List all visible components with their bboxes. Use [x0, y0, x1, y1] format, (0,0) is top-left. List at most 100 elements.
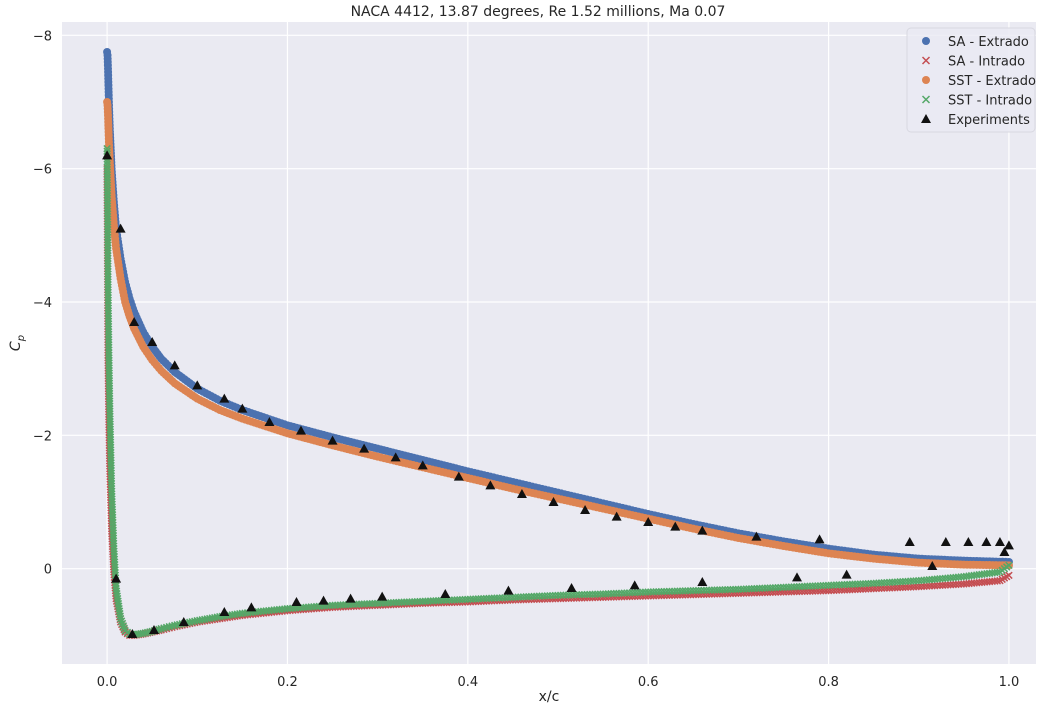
legend-entry-sa-intrado: SA - Intrado	[921, 55, 1025, 70]
sst-intrado-point-stroke	[530, 592, 538, 601]
sa-intrado-point-stroke	[983, 578, 991, 586]
experiment-point	[111, 573, 122, 583]
sst-intrado-point-stroke	[139, 629, 147, 638]
sa-intrado-point-stroke	[907, 583, 915, 591]
sst-intrado-point-stroke	[429, 597, 438, 605]
sst-intrado-point-stroke	[790, 583, 798, 591]
series-layer	[102, 48, 1014, 640]
experiment-point	[291, 597, 302, 606]
sst-intrado-point-stroke	[426, 597, 435, 605]
sst-intrado-point-stroke	[392, 598, 400, 607]
sst-intrado-point-stroke	[633, 588, 642, 597]
sst-intrado-point-stroke	[657, 587, 666, 596]
x-tick-label: 1.0	[999, 675, 1020, 690]
sst-intrado-point-stroke	[384, 599, 392, 607]
sst-intrado-point-stroke	[644, 588, 652, 596]
sst-intrado-point-stroke	[490, 594, 499, 602]
legend-marker	[921, 56, 931, 65]
sst-intrado-point-stroke	[254, 607, 263, 616]
experiment-point	[246, 602, 257, 612]
sst-intrado-point-stroke	[777, 583, 785, 592]
sst-intrado-point-stroke	[861, 579, 870, 588]
sa-intrado-point-stroke	[993, 577, 1002, 585]
sst-intrado-point-stroke	[466, 595, 475, 603]
sst-intrado-point-stroke	[548, 591, 557, 600]
legend-marker-stroke	[921, 95, 931, 104]
sst-intrado-point-stroke	[424, 597, 432, 605]
legend-frame	[906, 27, 1036, 133]
experiment-point	[981, 537, 992, 546]
sst-intrado-point-stroke	[572, 591, 581, 599]
sst-intrado-point-stroke	[602, 590, 610, 598]
sst-intrado-point-stroke	[832, 581, 841, 589]
sst-intrado-point-stroke	[957, 573, 965, 581]
x-tick-label: 0.8	[818, 675, 839, 690]
sst-intrado-point-stroke	[771, 583, 780, 592]
sst-intrado-point-stroke	[233, 610, 242, 618]
sst-intrado-point-stroke	[501, 593, 509, 602]
sst-intrado-point-stroke	[673, 587, 682, 595]
sst-intrado-point-stroke	[281, 605, 289, 613]
sst-intrado-point-stroke	[498, 594, 507, 602]
sst-intrado-point-stroke	[872, 579, 881, 587]
sst-intrado-point-stroke	[464, 595, 472, 604]
sa-intrado-point-stroke	[854, 585, 862, 594]
sst-intrado-point-stroke	[265, 606, 273, 615]
sst-intrado-point-stroke	[533, 592, 541, 601]
sst-intrado-point-stroke	[583, 590, 591, 599]
sst-intrado-point-stroke	[251, 608, 260, 616]
legend-label: SA - Intrado	[948, 55, 1025, 70]
sst-intrado-point-stroke	[779, 583, 788, 592]
sst-intrado-point-stroke	[965, 572, 973, 580]
sst-intrado-point-stroke	[339, 601, 347, 609]
sst-intrado-point-stroke	[360, 600, 369, 608]
sst-intrado-point-stroke	[440, 596, 448, 605]
experiment-point	[927, 561, 938, 570]
experiment-point	[751, 531, 762, 541]
sst-intrado-point-stroke	[448, 596, 456, 604]
sa-intrado-point-stroke	[980, 578, 989, 586]
experiment-point	[148, 625, 159, 634]
sa-intrado-point-stroke	[915, 582, 923, 591]
sst-intrado-point-stroke	[973, 571, 981, 579]
sst-intrado-point-stroke	[946, 574, 955, 582]
sst-intrado-point-stroke	[591, 590, 599, 598]
sst-intrado-point-stroke	[893, 578, 902, 586]
sa-intrado-point-stroke	[917, 582, 926, 591]
sa-intrado-point-stroke	[941, 581, 950, 589]
sst-intrado-point-stroke	[570, 591, 578, 599]
sst-intrado-point-stroke	[681, 587, 690, 595]
sst-intrado-point-stroke	[387, 599, 395, 607]
sa-intrado-point-stroke	[861, 585, 870, 593]
experiment-point	[169, 360, 180, 370]
experiment-point	[237, 403, 248, 413]
experiment-point	[611, 511, 622, 521]
sst-intrado-point-stroke	[668, 587, 676, 596]
sa-intrado-point-stroke	[899, 583, 907, 592]
sst-intrado-point-stroke	[117, 617, 126, 625]
sst-intrado-point-stroke	[811, 582, 820, 590]
sst-intrado-point-stroke	[588, 590, 597, 599]
series-experiments	[102, 150, 1014, 638]
sst-intrado-point-stroke	[525, 592, 533, 601]
sst-intrado-point-stroke	[543, 592, 552, 600]
sst-intrado-point-stroke	[933, 575, 942, 583]
sst-intrado-point-stroke	[119, 622, 128, 630]
sst-intrado-point-stroke	[538, 592, 546, 600]
sst-intrado-point-stroke	[559, 591, 568, 599]
sst-intrado-point-stroke	[421, 597, 430, 605]
sst-intrado-point-stroke	[137, 629, 145, 638]
sa-intrado-point-stroke	[970, 579, 978, 587]
sst-intrado-point-stroke	[480, 594, 488, 603]
sa-intrado-point-stroke	[877, 584, 886, 593]
y-tick-label: −2	[33, 429, 52, 444]
sa-intrado-point-stroke	[904, 583, 912, 591]
sst-intrado-point-stroke	[816, 581, 825, 590]
sst-intrado-point-stroke	[273, 606, 281, 614]
sa-intrado-point-stroke	[973, 579, 981, 587]
sst-intrado-point-stroke	[575, 590, 583, 599]
sst-intrado-point-stroke	[737, 585, 745, 593]
sst-intrado-point-stroke	[334, 601, 342, 609]
sst-intrado-point-stroke	[941, 574, 950, 583]
